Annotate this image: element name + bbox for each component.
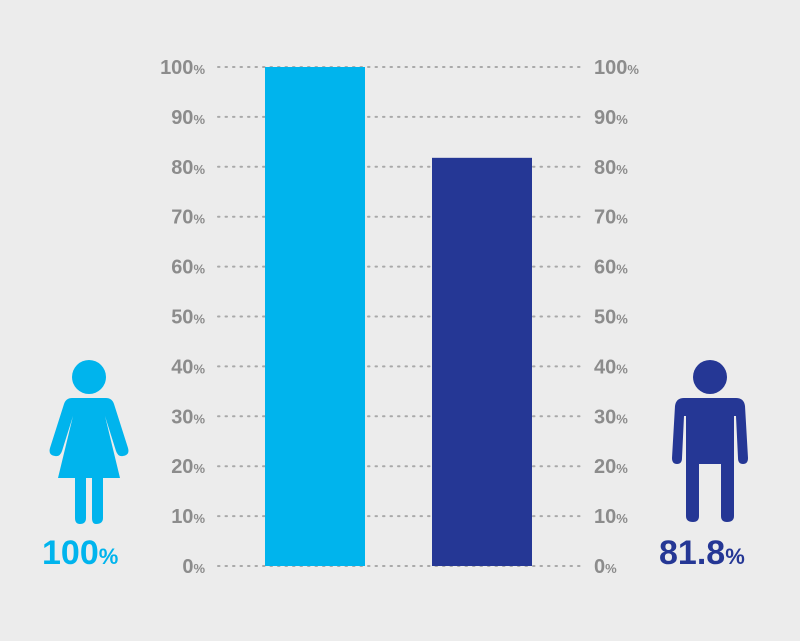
y-tick-label-right: 40%: [594, 356, 628, 378]
y-tick-label-left: 70%: [171, 207, 205, 229]
tick-labels: 0% 0% 10% 10% 20% 20% 30% 30% 40% 40% 50% 50% 60% 60%…: [160, 57, 639, 578]
y-tick-label-left: 90%: [171, 107, 205, 129]
y-tick-label-right: 30%: [594, 406, 628, 428]
y-tick-label-left: 0%: [182, 556, 205, 578]
woman-figure-icon: [49, 360, 129, 524]
y-tick-label-left: 80%: [171, 157, 205, 179]
y-tick-label-left: 10%: [171, 506, 205, 528]
y-tick-label-left: 100%: [160, 57, 205, 79]
female-percentage-unit: %: [98, 544, 119, 569]
y-tick-label-left: 20%: [171, 456, 205, 478]
y-tick-label-right: 60%: [594, 257, 628, 279]
male-percentage-unit: %: [725, 544, 745, 569]
y-tick-label-left: 40%: [171, 356, 205, 378]
y-tick-label-right: 70%: [594, 207, 628, 229]
bar-female: [265, 67, 365, 566]
y-tick-label-left: 50%: [171, 307, 205, 329]
bars: [265, 67, 532, 566]
y-tick-label-right: 80%: [594, 157, 628, 179]
y-tick-label-left: 30%: [171, 406, 205, 428]
y-tick-label-left: 60%: [171, 257, 205, 279]
y-tick-label-right: 90%: [594, 107, 628, 129]
y-tick-label-right: 20%: [594, 456, 628, 478]
man-figure-icon: [672, 360, 748, 522]
female-percentage-label: 100%: [42, 534, 118, 573]
y-tick-label-right: 0%: [594, 556, 617, 578]
y-tick-label-right: 50%: [594, 307, 628, 329]
male-percentage-number: 81.8: [659, 534, 726, 572]
y-tick-label-right: 10%: [594, 506, 628, 528]
male-percentage-label: 81.8%: [659, 534, 745, 573]
female-percentage-number: 100: [42, 534, 99, 572]
y-tick-label-right: 100%: [594, 57, 639, 79]
bar-male: [432, 157, 532, 566]
